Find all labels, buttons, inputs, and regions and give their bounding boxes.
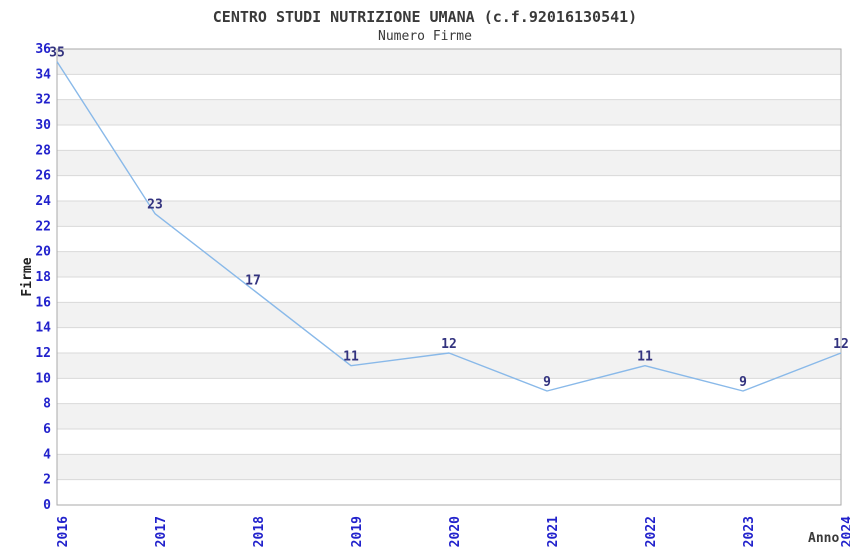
chart-title: CENTRO STUDI NUTRIZIONE UMANA (c.f.92016… <box>212 8 638 26</box>
x-tick-label: 2021 <box>546 516 561 547</box>
y-tick-label: 28 <box>35 143 51 158</box>
data-point-label: 12 <box>833 337 849 352</box>
data-point-label: 9 <box>543 375 551 390</box>
x-tick-label: 2016 <box>56 516 71 547</box>
data-point-label: 11 <box>343 350 359 365</box>
y-tick-label: 0 <box>43 498 51 513</box>
plot-band <box>57 175 841 201</box>
y-tick-label: 32 <box>35 93 51 108</box>
chart-subtitle: Numero Firme <box>378 29 472 44</box>
y-tick-label: 10 <box>35 371 51 386</box>
data-point-label: 17 <box>245 274 261 289</box>
y-tick-label: 20 <box>35 245 51 260</box>
x-tick-label: 2024 <box>840 516 850 547</box>
data-point-label: 35 <box>49 46 65 61</box>
y-tick-label: 6 <box>43 422 51 437</box>
x-tick-label: 2018 <box>252 516 267 547</box>
data-point-label: 23 <box>147 198 163 213</box>
x-tick-label: 2023 <box>742 516 757 547</box>
y-tick-label: 14 <box>35 321 51 336</box>
plot-band <box>57 226 841 252</box>
y-tick-label: 18 <box>35 270 51 285</box>
y-tick-label: 12 <box>35 346 51 361</box>
y-tick-label: 2 <box>43 473 51 488</box>
y-tick-label: 22 <box>35 219 51 234</box>
plot-band <box>57 251 841 277</box>
y-tick-label: 34 <box>35 67 51 82</box>
plot-band <box>57 125 841 151</box>
y-tick-label: 16 <box>35 295 51 310</box>
plot-band <box>57 327 841 353</box>
plot-band <box>57 403 841 429</box>
data-point-label: 9 <box>739 375 747 390</box>
plot-band <box>57 353 841 379</box>
y-tick-label: 24 <box>35 194 51 209</box>
data-point-label: 12 <box>441 337 457 352</box>
plot-band <box>57 74 841 100</box>
plot-band <box>57 454 841 480</box>
plot-band <box>57 150 841 176</box>
y-tick-label: 26 <box>35 169 51 184</box>
plot-band <box>57 429 841 455</box>
x-tick-label: 2017 <box>154 516 169 547</box>
x-tick-label: 2020 <box>448 516 463 547</box>
plot-band <box>57 49 841 75</box>
x-tick-label: 2019 <box>350 516 365 547</box>
y-axis-title: Firme <box>20 257 35 297</box>
x-tick-label: 2022 <box>644 516 659 547</box>
plot-border <box>56 48 842 506</box>
plot-band <box>57 378 841 404</box>
data-point-label: 11 <box>637 350 653 365</box>
plot-band <box>57 201 841 227</box>
y-tick-label: 36 <box>35 42 51 57</box>
plot-band <box>57 277 841 303</box>
data-line <box>56 61 842 392</box>
y-tick-label: 30 <box>35 118 51 133</box>
x-axis-title: Anno <box>808 531 840 546</box>
y-tick-label: 8 <box>43 397 51 412</box>
plot-band <box>57 302 841 328</box>
plot-band <box>57 99 841 125</box>
y-tick-label: 4 <box>43 447 51 462</box>
plot-band <box>57 479 841 505</box>
